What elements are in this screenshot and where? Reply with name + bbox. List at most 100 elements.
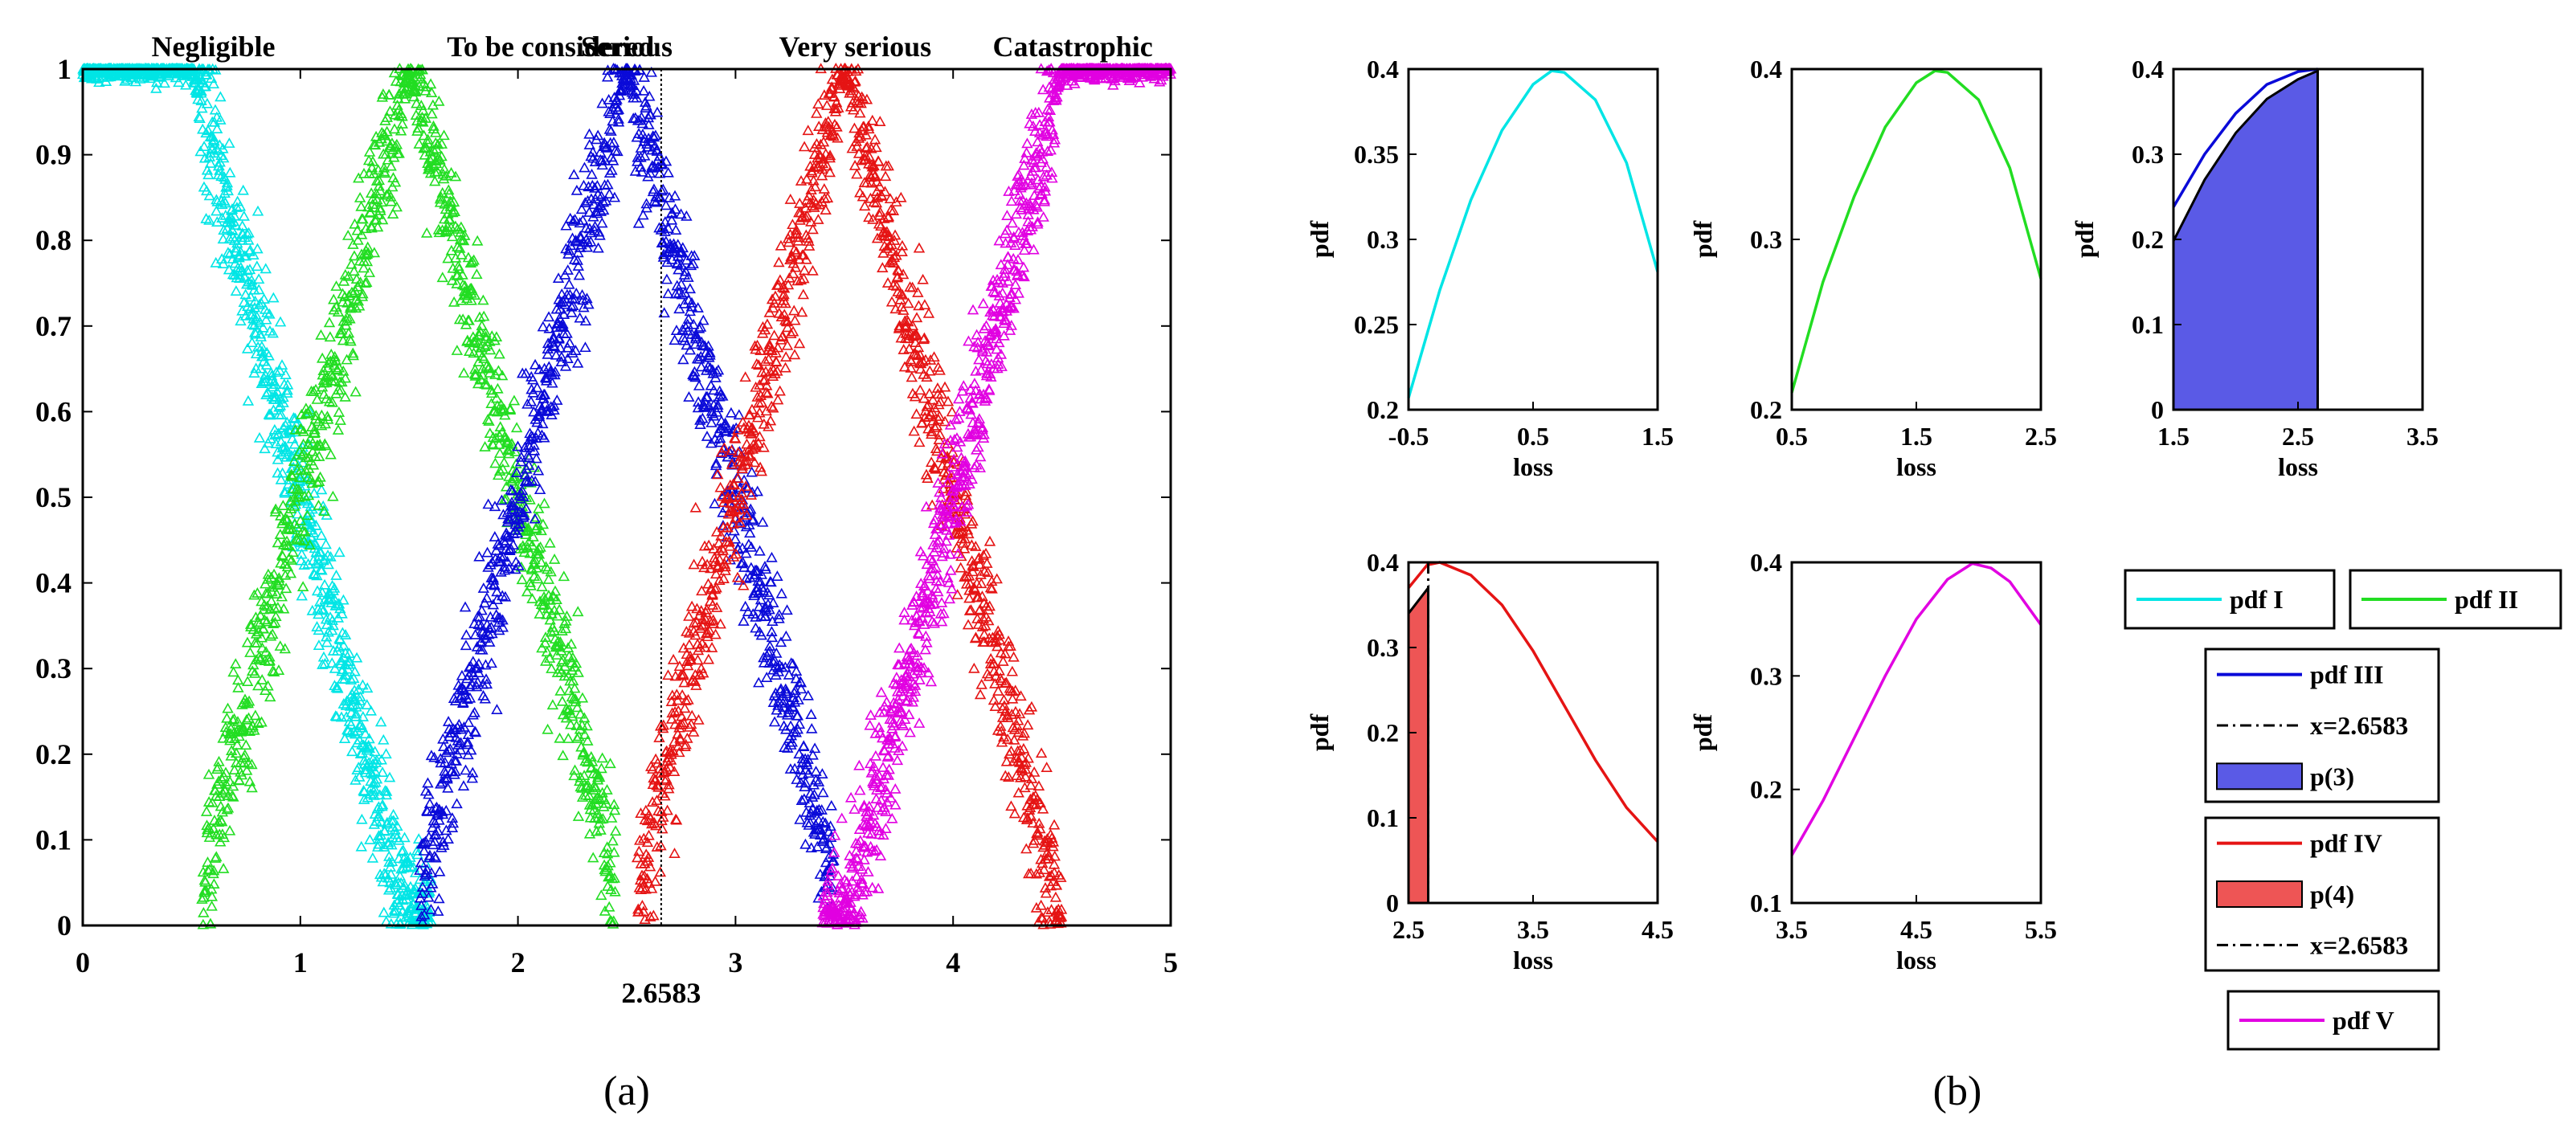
scatter-point <box>653 222 665 233</box>
scatter-point <box>437 168 449 179</box>
scatter-point <box>207 868 219 879</box>
scatter-point <box>270 366 283 377</box>
scatter-point <box>369 139 382 150</box>
scatter-point <box>479 692 492 704</box>
scatter-point <box>604 758 616 769</box>
scatter-point <box>473 311 486 322</box>
scatter-point <box>608 846 620 857</box>
scatter-point <box>332 424 345 435</box>
scatter-point <box>992 640 1004 652</box>
scatter-point <box>198 891 210 902</box>
scatter-point <box>217 258 230 268</box>
scatter-point <box>1002 251 1015 262</box>
series-catastrophic <box>816 62 1177 929</box>
scatter-point <box>271 386 284 397</box>
scatter-point <box>469 726 482 737</box>
scatter-point <box>866 881 878 893</box>
scatter-point <box>933 534 946 545</box>
scatter-point <box>971 329 983 340</box>
scatter-point <box>237 721 249 732</box>
scatter-point <box>932 413 945 424</box>
scatter-point <box>888 677 900 688</box>
scatter-point <box>714 574 726 585</box>
scatter-point <box>954 527 966 538</box>
scatter-point <box>1054 911 1066 922</box>
scatter-point <box>669 240 681 251</box>
scatter-point <box>230 242 243 253</box>
scatter-point <box>822 116 834 126</box>
scatter-point <box>213 791 226 802</box>
scatter-point <box>277 603 290 614</box>
scatter-point <box>506 484 519 496</box>
scatter-point <box>204 917 217 929</box>
scatter-point <box>444 743 456 754</box>
scatter-point <box>645 66 657 77</box>
scatter-point <box>588 803 600 815</box>
scatter-point <box>803 235 815 246</box>
scatter-point <box>194 112 206 124</box>
scatter-point <box>722 492 734 503</box>
scatter-point <box>670 814 683 825</box>
scatter-point <box>274 399 287 411</box>
scatter-point <box>1028 766 1041 777</box>
scatter-point <box>312 415 325 427</box>
scatter-point <box>301 509 313 521</box>
scatter-point <box>925 456 938 468</box>
scatter-point <box>648 183 660 194</box>
scatter-point <box>472 658 485 668</box>
scatter-point <box>851 870 863 881</box>
scatter-point <box>709 371 722 382</box>
scatter-point <box>1020 770 1032 782</box>
scatter-point <box>763 589 775 600</box>
scatter-point <box>682 313 695 324</box>
scatter-point <box>879 186 891 197</box>
scatter-point <box>1005 800 1017 811</box>
scatter-point <box>708 384 720 395</box>
scatter-point <box>342 270 354 281</box>
scatter-point <box>632 217 645 228</box>
scatter-point <box>526 539 538 550</box>
scatter-point <box>955 515 967 526</box>
scatter-point <box>983 384 996 395</box>
scatter-point <box>302 439 314 449</box>
scatter-point <box>710 457 722 468</box>
scatter-point <box>826 881 839 893</box>
scatter-point <box>983 535 996 546</box>
scatter-point <box>820 817 832 828</box>
scatter-point <box>339 669 352 680</box>
scatter-point <box>1002 712 1014 722</box>
scatter-point <box>831 121 843 132</box>
scatter-point <box>724 540 736 551</box>
scatter-point <box>750 622 762 633</box>
scatter-point <box>689 250 701 261</box>
scatter-point <box>194 145 206 157</box>
scatter-point <box>855 873 868 884</box>
scatter-point <box>664 754 677 765</box>
scatter-point <box>317 604 329 615</box>
scatter-point <box>217 152 230 163</box>
scatter-point <box>484 636 496 647</box>
scatter-point <box>914 349 926 360</box>
scatter-point <box>900 680 913 691</box>
scatter-point <box>934 575 947 586</box>
scatter-point <box>931 445 943 456</box>
scatter-point <box>482 498 494 509</box>
scatter-point <box>871 820 884 831</box>
scatter-point <box>299 525 311 537</box>
scatter-point <box>952 547 964 558</box>
scatter-point <box>896 740 909 751</box>
scatter-point <box>727 550 740 562</box>
scatter-point <box>534 484 546 495</box>
scatter-point <box>638 71 650 82</box>
scatter-point <box>669 848 681 858</box>
scatter-point <box>714 385 726 396</box>
scatter-point <box>280 369 292 379</box>
scatter-point <box>972 591 984 603</box>
scatter-point <box>197 123 209 134</box>
scatter-point <box>607 835 619 846</box>
scatter-point <box>832 102 844 112</box>
scatter-point <box>995 720 1007 731</box>
scatter-point <box>657 183 669 194</box>
scatter-point <box>896 239 909 251</box>
scatter-point <box>287 546 299 558</box>
